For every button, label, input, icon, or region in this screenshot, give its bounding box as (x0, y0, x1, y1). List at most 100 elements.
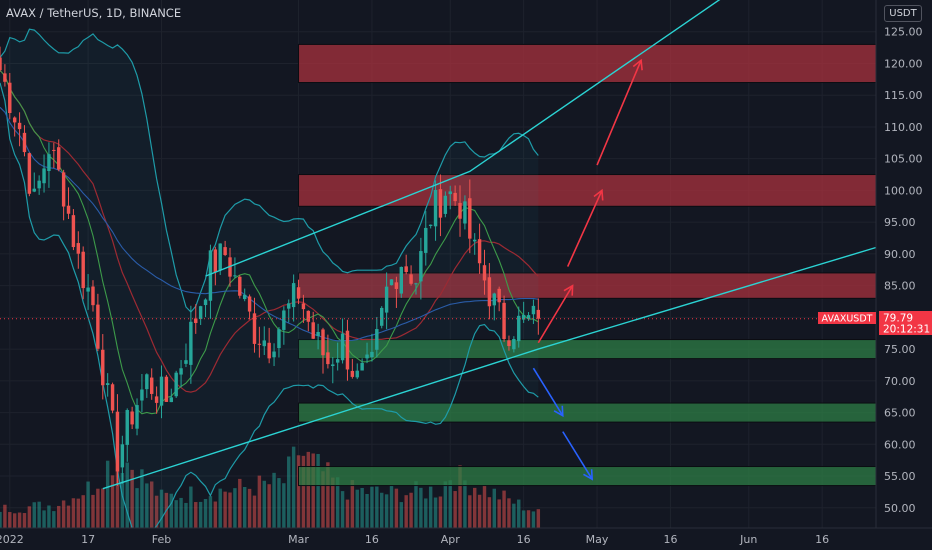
price-tag-bg (879, 311, 932, 335)
volume-bar (71, 498, 76, 528)
candle-body (316, 331, 320, 337)
volume-bar (125, 462, 129, 528)
volume-bar (287, 456, 291, 528)
time-tick-label: Feb (152, 533, 171, 546)
volume-bar (8, 512, 12, 528)
candle-body (252, 313, 257, 344)
candle-body (399, 266, 404, 294)
down-arrow (562, 431, 593, 480)
volume-bar (17, 512, 22, 528)
volume-bar (203, 499, 208, 528)
volume-bar (350, 480, 355, 528)
volume-bar (272, 472, 276, 528)
volume-bar (536, 509, 541, 528)
volume-bar (262, 480, 266, 528)
short-ma (0, 69, 539, 415)
volume-bar (389, 485, 394, 528)
volume-bar (120, 473, 125, 528)
volume-bar (267, 484, 271, 528)
candle-body (22, 132, 27, 153)
candle-body (194, 318, 198, 324)
volume-bar (409, 492, 413, 528)
volume-bar (365, 493, 369, 528)
candle-body (468, 198, 472, 239)
volume-bar (174, 500, 178, 528)
candle-body (32, 188, 36, 192)
volume-bar (482, 485, 487, 528)
volume-bar (507, 498, 511, 528)
candle-body (0, 57, 2, 71)
volume-bar (81, 495, 85, 528)
volume-bar (223, 491, 227, 528)
candle-body (135, 405, 139, 429)
volume-bar (66, 505, 71, 528)
time-tick-label: 17 (81, 533, 95, 546)
candle-body (27, 153, 32, 194)
candle-body (71, 215, 76, 248)
volume-bar (443, 481, 448, 528)
price-tick-label: 120.00 (884, 57, 923, 70)
candle-body (507, 340, 511, 347)
candle-body (531, 305, 536, 315)
candle-body (105, 383, 110, 386)
candle-body (149, 377, 154, 394)
volume-bar (42, 510, 46, 528)
currency-selector[interactable]: USDT (884, 5, 922, 22)
indicators (0, 28, 539, 542)
candle-body (262, 340, 266, 347)
candle-body (66, 205, 71, 214)
candle-body (438, 189, 443, 218)
volume-bar (105, 460, 110, 528)
time-tick-label: 2022 (0, 533, 24, 546)
volume-bar (492, 488, 496, 528)
candle-body (463, 201, 467, 224)
volume-bar (130, 469, 134, 528)
candle-body (52, 149, 56, 151)
candle-body (502, 302, 506, 340)
candle-body (3, 73, 7, 82)
candle-body (375, 329, 379, 350)
supply-zone (298, 174, 877, 207)
volume-bar (438, 496, 443, 528)
candle-body (174, 372, 178, 397)
volume-bar (419, 487, 423, 528)
time-tick-label: Apr (441, 533, 461, 546)
volume-bar (326, 462, 330, 528)
volume-bar (149, 481, 154, 528)
volume-bar (22, 513, 27, 528)
volume-bar (140, 469, 144, 528)
candle-body (184, 360, 188, 364)
candle-body (380, 307, 384, 326)
time-tick-label: Mar (288, 533, 309, 546)
candle-body (218, 243, 222, 271)
price-tag: AVAXUSDT 79.79 20:12:31 (818, 311, 932, 336)
volume-bar (52, 511, 56, 528)
time-tick-label: 16 (365, 533, 379, 546)
candle-body (242, 294, 247, 300)
volume-bar (169, 493, 173, 528)
volume-bar (257, 475, 262, 528)
price-tick-label: 100.00 (884, 184, 923, 197)
candle-body (282, 310, 286, 330)
candle-body (145, 374, 149, 390)
candle-body (101, 349, 105, 386)
volume-bar (316, 453, 320, 528)
candle-body (291, 283, 296, 308)
volume-bar (115, 455, 120, 528)
volume-bar (154, 495, 159, 528)
volume-bar (61, 500, 66, 528)
volume-bar (531, 511, 536, 528)
volume-bar (110, 475, 115, 528)
candle-body (42, 168, 46, 184)
price-tick-label: 95.00 (884, 216, 916, 229)
volume-bar (394, 488, 399, 528)
price-tick-label: 125.00 (884, 26, 923, 39)
volume-bar (184, 502, 188, 528)
grid (0, 0, 876, 528)
volume-bar (428, 486, 433, 528)
candle-body (443, 195, 448, 214)
volume-bar (277, 478, 281, 528)
volume-bar (526, 510, 531, 528)
